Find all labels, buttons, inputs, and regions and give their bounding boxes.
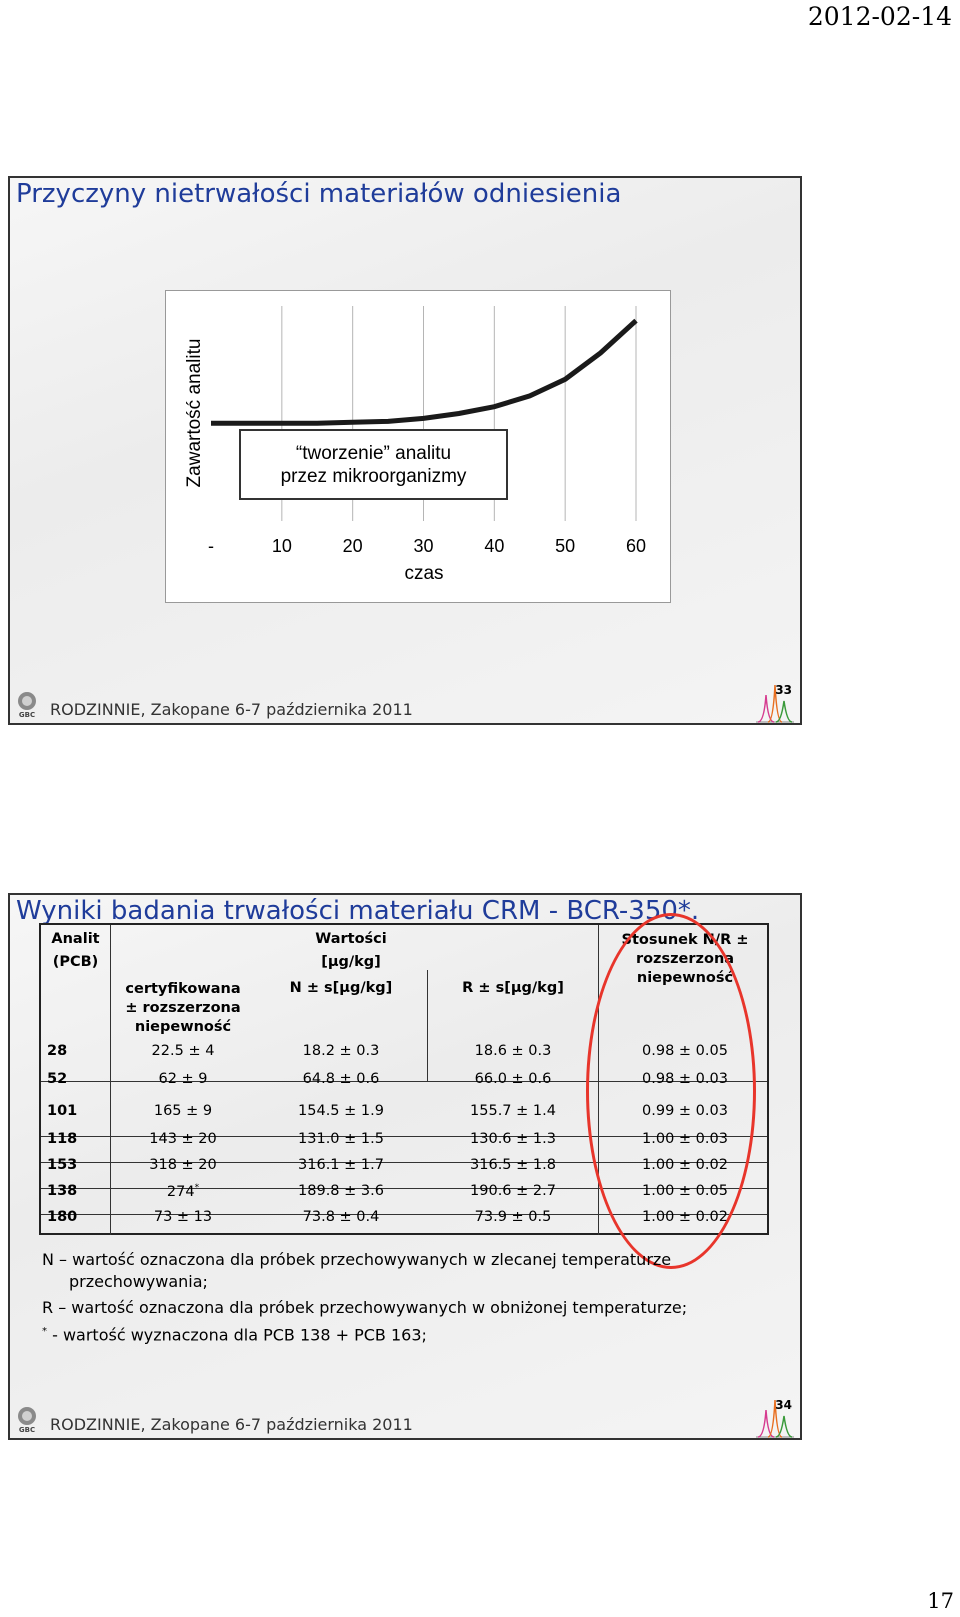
table-cell-r: 18.6 ± 0.3 [474,1043,552,1059]
slide-number: 34 [775,1398,792,1412]
annotation-line-2: przez mikroorganizmy [280,466,467,487]
table-cell-n: 316.1 ± 1.7 [298,1157,384,1173]
table-cell-r: 190.6 ± 2.7 [470,1183,556,1199]
header-r: R ± s[µg/kg] [462,980,564,996]
table-cell-r: 155.7 ± 1.4 [470,1103,556,1119]
gbc-logo-icon: GBC [18,1407,36,1434]
gbc-logo-icon: GBC [18,692,36,719]
table-cell-n: 73.8 ± 0.4 [302,1209,380,1225]
x-tick-label: 40 [484,536,505,556]
x-tick-label: 20 [342,536,363,556]
header-n: N ± s[µg/kg] [289,980,393,996]
table-cell-pcb: 153 [47,1157,78,1173]
header-wartosci: Wartości [315,931,387,947]
chromatogram-peaks-icon [756,1399,794,1438]
highlight-oval [586,913,756,1269]
slide-title: Wyniki badania trwałości materiału CRM -… [16,896,700,926]
table-cell-n: 154.5 ± 1.9 [298,1103,384,1119]
header-certyfikowana: certyfikowana ± rozszerzona niepewność [125,981,241,1035]
header-analit-sub: (PCB) [52,954,99,970]
note-star: * - wartość wyznaczona dla PCB 138 + PCB… [42,1325,427,1345]
chart-series-line [211,318,638,426]
table-cell-cert: 274* [166,1183,200,1200]
table-cell-cert: 143 ± 20 [149,1131,217,1147]
annotation-line-1: “tworzenie” analitu [295,443,452,464]
header-analit: Analit [51,931,100,947]
table-cell-cert: 318 ± 20 [149,1157,217,1173]
table-cell-r: 316.5 ± 1.8 [470,1157,556,1173]
table-cell-n: 189.8 ± 3.6 [298,1183,384,1199]
table-cell-cert: 165 ± 9 [153,1103,213,1119]
x-tick-label: 30 [413,536,434,556]
table-cell-pcb: 52 [47,1071,68,1087]
table-cell-r: 130.6 ± 1.3 [470,1131,556,1147]
table-cell-pcb: 118 [47,1131,78,1147]
slide-number: 33 [775,683,792,697]
chart-plot [211,306,638,521]
chromatogram-peaks-icon [756,684,794,723]
table-cell-pcb: 138 [47,1183,78,1199]
footer-text: RODZINNIE, Zakopane 6-7 października 201… [50,700,413,719]
x-axis-label: czas [404,563,444,584]
x-tick-label: - [208,536,214,556]
slide-footer: GBC RODZINNIE, Zakopane 6-7 października… [10,683,800,723]
footer-text: RODZINNIE, Zakopane 6-7 października 201… [50,1415,413,1434]
table-cell-pcb: 28 [47,1043,68,1059]
slide-33: Przyczyny nietrwałości materiałów odnies… [8,176,802,725]
table-notes: N – wartość oznaczona dla próbek przecho… [42,1249,782,1348]
svg-text:GBC: GBC [19,1426,35,1434]
svg-text:GBC: GBC [19,711,35,719]
table-cell-cert: 62 ± 9 [158,1071,208,1087]
table-cell-pcb: 180 [47,1209,78,1225]
slide-title: Przyczyny nietrwałości materiałów odnies… [16,179,622,209]
y-axis-label: Zawartość analitu [184,338,205,488]
table-cell-cert: 73 ± 13 [153,1209,213,1225]
x-tick-label: 10 [271,536,292,556]
table-cell-cert: 22.5 ± 4 [151,1043,215,1059]
table-cell-n: 64.8 ± 0.6 [302,1071,380,1087]
table-cell-r: 66.0 ± 0.6 [474,1071,552,1087]
table-cell-n: 131.0 ± 1.5 [298,1131,384,1147]
table-cell-n: 18.2 ± 0.3 [302,1043,380,1059]
header-wartosci-unit: [µg/kg] [321,954,381,970]
note-r: R – wartość oznaczona dla próbek przecho… [42,1298,688,1317]
x-tick-label: 50 [555,536,576,556]
page-number: 17 [927,1589,954,1613]
slide-34: Wyniki badania trwałości materiału CRM -… [8,893,802,1440]
page-date: 2012-02-14 [807,2,952,31]
line-chart: Zawartość analitu “tworzenie” analitu pr… [165,290,671,603]
table-cell-r: 73.9 ± 0.5 [474,1209,552,1225]
table-cell-pcb: 101 [47,1103,78,1119]
x-tick-label: 60 [625,536,647,556]
chart-annotation: “tworzenie” analitu przez mikroorganizmy [239,429,508,500]
note-n: N – wartość oznaczona dla próbek przecho… [42,1250,672,1291]
slide-footer: GBC RODZINNIE, Zakopane 6-7 października… [10,1398,800,1438]
